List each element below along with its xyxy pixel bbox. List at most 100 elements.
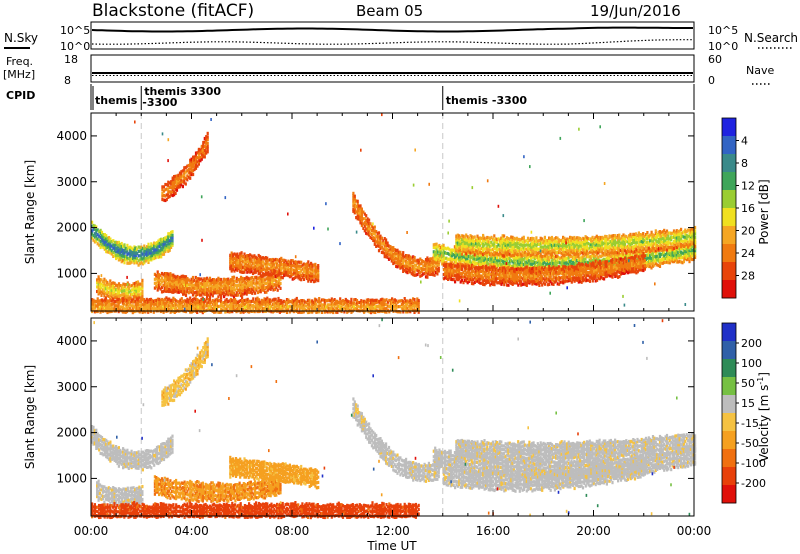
echo-cell <box>535 256 538 260</box>
echo-cell <box>535 240 538 244</box>
echo-cell <box>112 250 115 255</box>
echo-cell <box>496 251 499 255</box>
echo-cell <box>658 245 662 249</box>
echo-cell <box>280 266 283 270</box>
echo-cell <box>452 264 455 269</box>
echo-cell <box>677 230 680 234</box>
echo-cell <box>511 248 514 252</box>
echo-cell <box>463 263 466 267</box>
echo-cell <box>173 280 176 284</box>
echo-cell <box>463 261 466 265</box>
echo-cell <box>560 258 563 262</box>
echo-cell <box>518 252 521 256</box>
echo-cell <box>310 261 313 265</box>
echo-cell <box>266 263 269 267</box>
echo-cell <box>498 248 501 252</box>
echo-cell <box>675 242 678 246</box>
echo-cell <box>588 246 591 250</box>
echo-cell <box>487 262 490 266</box>
echo-cell <box>175 176 179 180</box>
echo-cell <box>687 240 690 244</box>
echo-cell <box>426 256 429 260</box>
echo-cell <box>546 254 549 258</box>
echo-cell <box>687 228 690 232</box>
echo-cell <box>178 185 182 189</box>
echo-cell <box>491 282 495 286</box>
echo-cell <box>392 258 395 262</box>
echo-cell <box>578 236 582 241</box>
echo-cell <box>623 234 626 238</box>
echo-cell <box>166 283 169 287</box>
echo-cell <box>460 252 464 256</box>
echo-cell <box>598 243 601 247</box>
echo-cell <box>477 240 480 244</box>
echo-cell <box>524 268 527 272</box>
echo-cell <box>574 241 577 245</box>
echo-cell <box>182 280 185 284</box>
echo-cell <box>490 240 493 244</box>
echo-cell <box>276 270 279 274</box>
echo-cell <box>680 246 683 250</box>
echo-cell <box>656 244 659 248</box>
echo-cell <box>214 279 217 283</box>
echo-cell <box>672 235 676 239</box>
echo-cell <box>549 271 552 275</box>
echo-cell <box>458 238 461 242</box>
echo-cell <box>175 183 179 187</box>
echo-cell <box>495 256 499 260</box>
echo-cell <box>671 255 674 259</box>
echo-cell <box>654 243 657 247</box>
echo-cell <box>577 241 580 245</box>
echo-cell <box>687 254 690 258</box>
echo-cell <box>539 260 542 264</box>
echo-cell <box>684 228 687 232</box>
echo-cell <box>499 276 502 280</box>
echo-cell <box>242 285 245 290</box>
echo-cell <box>119 243 122 247</box>
echo-cell <box>496 272 499 276</box>
echo-cell <box>436 272 439 276</box>
echo-cell <box>235 280 238 284</box>
echo-cell <box>269 275 272 279</box>
echo-cell <box>310 263 313 267</box>
echo-cell <box>569 235 572 239</box>
echo-cell <box>159 282 162 286</box>
echo-cell <box>243 270 246 274</box>
echo-cell <box>564 249 567 254</box>
echo-cell <box>595 234 598 238</box>
echo-cell <box>399 250 402 254</box>
echo-cell <box>486 267 489 271</box>
echo-cell <box>143 256 146 260</box>
echo-cell <box>436 245 440 249</box>
echo-cell <box>170 276 173 280</box>
echo-cell <box>549 276 552 280</box>
echo-cell <box>660 231 663 235</box>
echo-cell <box>536 274 540 278</box>
echo-cell <box>449 275 452 279</box>
echo-cell <box>416 258 419 262</box>
echo-cell <box>584 245 587 249</box>
echo-cell <box>513 272 516 276</box>
echo-cell <box>208 290 212 294</box>
echo-cell <box>483 265 486 269</box>
echo-cell <box>204 286 207 290</box>
echo-cell <box>504 243 507 247</box>
echo-cell <box>551 278 554 282</box>
echo-cell <box>505 257 508 261</box>
echo-cell <box>514 261 517 265</box>
echo-cell <box>413 266 416 270</box>
echo-cell <box>653 249 656 253</box>
echo-cell <box>691 244 694 249</box>
echo-cell <box>412 264 415 269</box>
echo-cell <box>678 238 681 242</box>
echo-cell <box>618 233 621 237</box>
echo-cell <box>500 282 503 286</box>
echo-cell <box>451 277 454 282</box>
echo-cell <box>672 257 676 261</box>
echo-cell <box>288 267 291 272</box>
echo-cell <box>232 267 235 272</box>
echo-cell <box>170 241 173 245</box>
echo-cell <box>157 250 160 254</box>
echo-cell <box>504 253 507 257</box>
echo-cell <box>168 234 171 238</box>
